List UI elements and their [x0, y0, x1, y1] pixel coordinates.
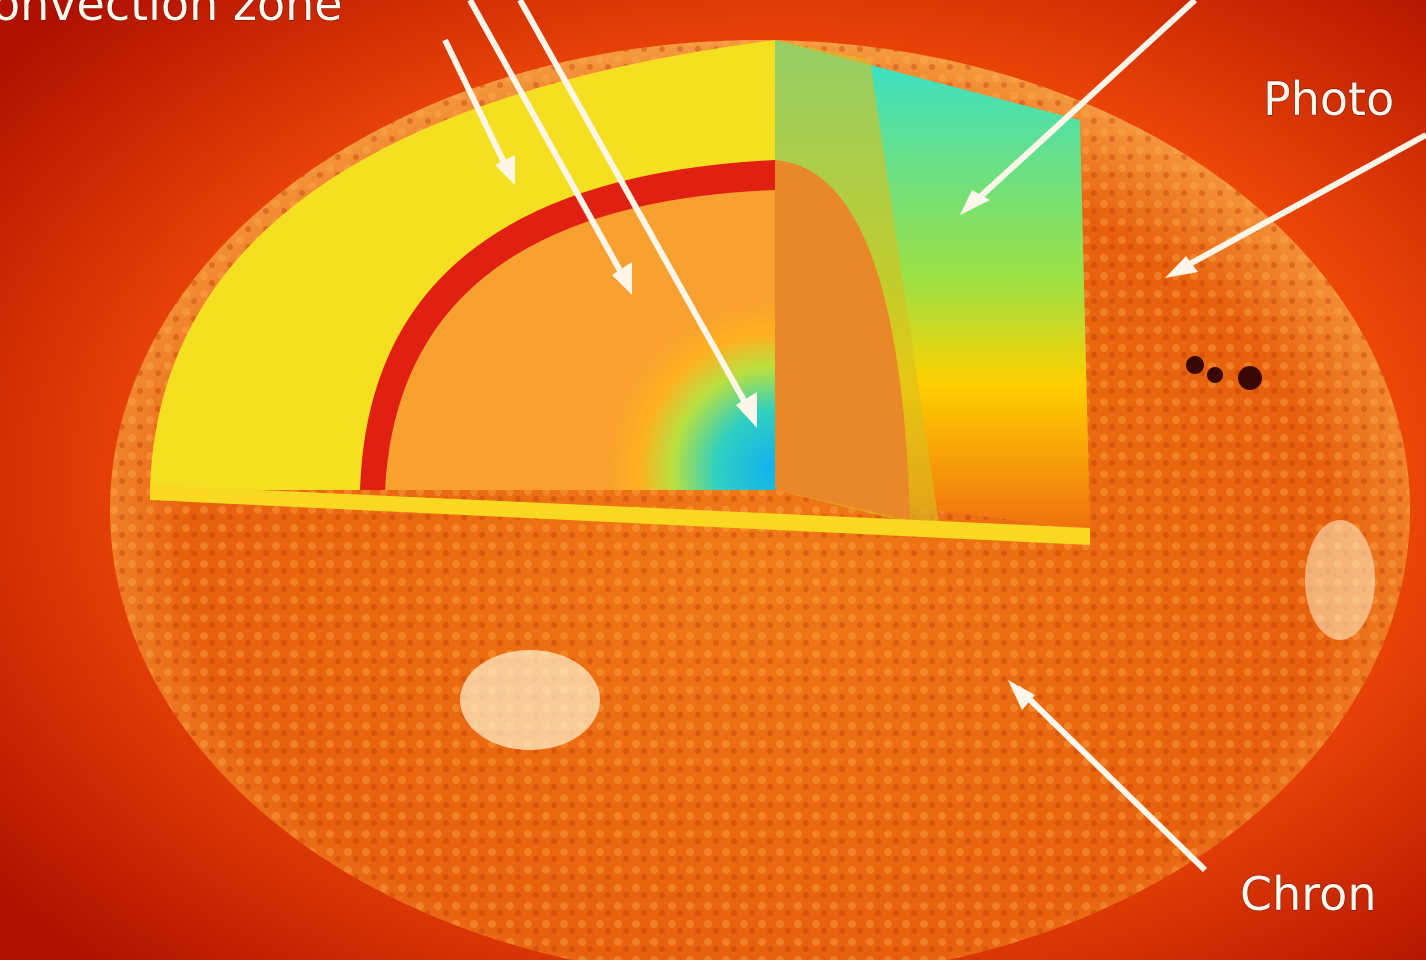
label-photosphere: Photo	[1263, 72, 1394, 126]
arrows	[442, 0, 1426, 873]
label-convection: onvection zone	[0, 0, 343, 31]
label-chromosphere: Chron	[1240, 867, 1376, 921]
core-face	[775, 160, 910, 520]
bright-region	[1305, 520, 1375, 640]
cut-rim	[150, 485, 1090, 545]
radiative-core	[385, 190, 775, 490]
bright-region	[460, 650, 600, 750]
sunspots	[1186, 356, 1262, 390]
